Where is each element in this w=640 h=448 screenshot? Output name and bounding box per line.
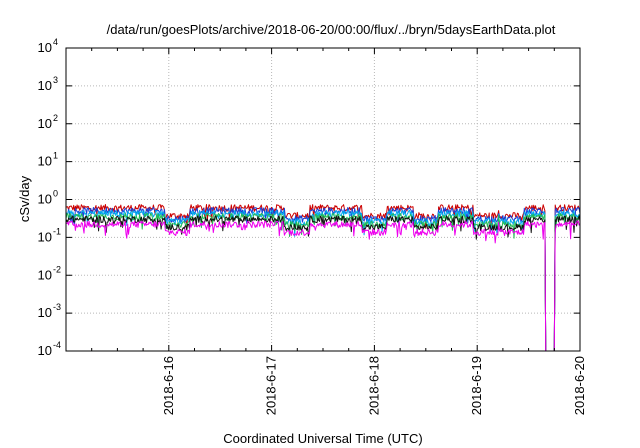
x-tick-label: 2018-6-20 [572, 356, 587, 415]
series-line [65, 212, 581, 352]
y-axis-label: cSv/day [17, 175, 32, 222]
x-tick-label: 2018-6-16 [161, 356, 176, 415]
y-tick-exponent: 3 [53, 75, 58, 85]
y-tick-exponent: -1 [53, 226, 61, 236]
x-tick-label: 2018-6-18 [366, 356, 381, 415]
y-tick-label: 10 [38, 343, 52, 358]
y-tick-exponent: 0 [53, 189, 58, 199]
series-line [65, 207, 581, 352]
y-tick-label: 10 [38, 305, 52, 320]
y-tick-label: 10 [38, 40, 52, 55]
x-tick-label: 2018-6-19 [469, 356, 484, 415]
y-tick-label: 10 [38, 78, 52, 93]
y-tick-label: 10 [38, 154, 52, 169]
grid-lines [66, 48, 581, 351]
plot-frame [65, 47, 581, 352]
y-tick-label: 10 [38, 116, 52, 131]
y-tick-label: 10 [38, 267, 52, 282]
series-line [65, 204, 581, 352]
y-tick-label: 10 [38, 192, 52, 207]
y-tick-exponent: -3 [53, 302, 61, 312]
y-tick-exponent: 2 [53, 113, 58, 123]
y-tick-exponent: -4 [53, 340, 61, 350]
series-layer [65, 204, 581, 352]
y-tick-exponent: 1 [53, 151, 58, 161]
x-axis: 2018-6-16 2018-6-17 2018-6-18 2018-6-19 2018… [91, 48, 587, 415]
x-tick-label: 2018-6-17 [264, 356, 279, 415]
chart-title: /data/run/goesPlots/archive/2018-06-20/0… [107, 22, 556, 37]
series-line [65, 215, 581, 352]
series-line [65, 220, 581, 352]
y-tick-exponent: -2 [53, 264, 61, 274]
x-axis-label: Coordinated Universal Time (UTC) [223, 431, 422, 446]
y-tick-exponent: 4 [53, 37, 58, 47]
y-tick-label: 10 [38, 229, 52, 244]
